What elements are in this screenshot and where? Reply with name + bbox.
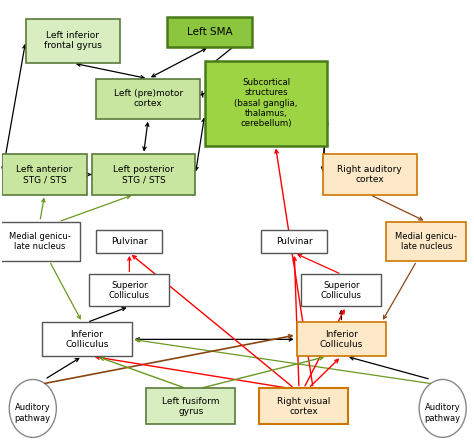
FancyBboxPatch shape: [322, 154, 417, 194]
FancyBboxPatch shape: [146, 388, 236, 424]
FancyBboxPatch shape: [205, 61, 327, 146]
FancyBboxPatch shape: [0, 222, 80, 261]
Text: Left (pre)motor
cortex: Left (pre)motor cortex: [114, 89, 183, 109]
Text: Superior
Colliculus: Superior Colliculus: [321, 281, 362, 300]
Text: Subcortical
structures
(basal ganglia,
thalamus,
cerebellum): Subcortical structures (basal ganglia, t…: [234, 78, 298, 128]
Text: Left inferior
frontal gyrus: Left inferior frontal gyrus: [44, 31, 102, 51]
FancyBboxPatch shape: [301, 274, 382, 306]
Text: Medial genicu-
late nucleus: Medial genicu- late nucleus: [395, 232, 457, 251]
FancyBboxPatch shape: [297, 322, 386, 356]
FancyBboxPatch shape: [2, 154, 87, 194]
Text: Superior
Colliculus: Superior Colliculus: [109, 281, 150, 300]
FancyBboxPatch shape: [26, 18, 120, 63]
Text: Medial genicu-
late nucleus: Medial genicu- late nucleus: [9, 232, 71, 251]
FancyBboxPatch shape: [167, 17, 252, 46]
Text: Left anterior
STG / STS: Left anterior STG / STS: [17, 165, 73, 184]
Text: Inferior
Colliculus: Inferior Colliculus: [65, 329, 109, 349]
FancyBboxPatch shape: [89, 274, 169, 306]
Text: Right visual
cortex: Right visual cortex: [277, 396, 330, 416]
Text: Left fusiform
gyrus: Left fusiform gyrus: [162, 396, 219, 416]
FancyBboxPatch shape: [42, 322, 132, 356]
Text: Auditory
pathway: Auditory pathway: [425, 403, 461, 422]
FancyBboxPatch shape: [96, 79, 200, 119]
Text: Inferior
Colliculus: Inferior Colliculus: [319, 329, 363, 349]
FancyBboxPatch shape: [261, 230, 327, 253]
Text: Pulvinar: Pulvinar: [111, 237, 148, 246]
FancyBboxPatch shape: [91, 154, 195, 194]
Text: Auditory
pathway: Auditory pathway: [15, 403, 51, 422]
Text: Left SMA: Left SMA: [187, 27, 232, 37]
FancyBboxPatch shape: [259, 388, 348, 424]
Text: Pulvinar: Pulvinar: [276, 237, 312, 246]
FancyBboxPatch shape: [96, 230, 163, 253]
Text: Right auditory
cortex: Right auditory cortex: [337, 165, 402, 184]
Text: Left posterior
STG / STS: Left posterior STG / STS: [113, 165, 174, 184]
FancyBboxPatch shape: [386, 222, 466, 261]
